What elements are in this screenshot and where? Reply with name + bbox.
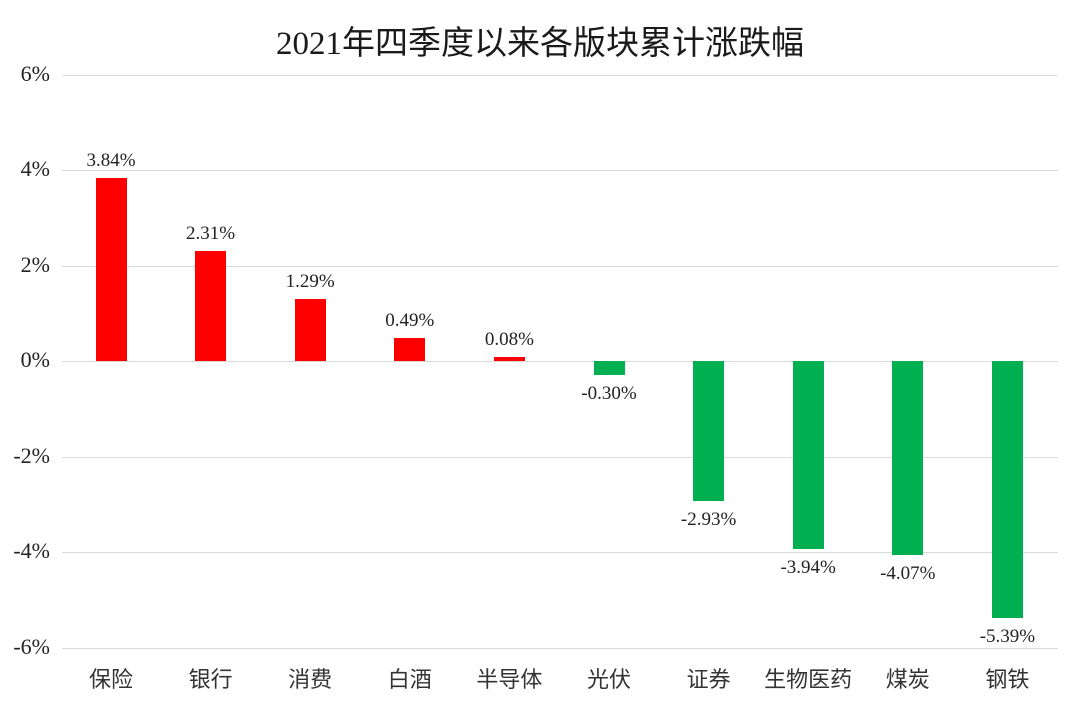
x-category-label: 生物医药 bbox=[764, 668, 853, 693]
data-label: -4.07% bbox=[880, 563, 936, 585]
data-label: -3.94% bbox=[780, 557, 836, 579]
gridline bbox=[62, 361, 1058, 362]
y-tick-label: -4% bbox=[13, 538, 50, 563]
x-category-label: 半导体 bbox=[476, 668, 543, 693]
gridline bbox=[62, 456, 1058, 458]
x-category-label: 白酒 bbox=[387, 668, 432, 693]
bar-negative bbox=[892, 361, 924, 556]
y-tick-label: 2% bbox=[20, 251, 50, 277]
x-category-label: 消费 bbox=[288, 668, 333, 693]
bar-negative bbox=[991, 361, 1023, 619]
bar-positive bbox=[294, 299, 326, 361]
data-label: 3.84% bbox=[86, 149, 136, 171]
gridline bbox=[62, 552, 1058, 553]
x-category-label: 证券 bbox=[686, 668, 731, 693]
x-category-label: 保险 bbox=[88, 668, 133, 693]
data-label: -0.30% bbox=[581, 383, 637, 405]
data-label: 2.31% bbox=[186, 222, 236, 244]
x-category-label: 光伏 bbox=[586, 668, 631, 693]
bar-negative bbox=[693, 361, 725, 501]
data-label: 1.29% bbox=[285, 271, 335, 293]
bar-positive bbox=[394, 337, 426, 361]
gridline bbox=[62, 647, 1058, 649]
y-tick-label: 0% bbox=[20, 347, 50, 372]
bar-positive bbox=[195, 250, 227, 361]
bar-negative bbox=[593, 361, 625, 376]
data-label: 0.08% bbox=[484, 329, 534, 351]
y-tick-label: 6% bbox=[20, 60, 50, 86]
data-label: 0.49% bbox=[385, 309, 435, 331]
x-category-label: 钢铁 bbox=[985, 668, 1030, 693]
y-tick-label: -6% bbox=[13, 633, 50, 659]
y-tick-label: -2% bbox=[13, 442, 50, 468]
bar-positive bbox=[95, 177, 127, 361]
data-label: -5.39% bbox=[979, 626, 1036, 648]
y-tick-label: 4% bbox=[20, 156, 50, 181]
gridline bbox=[62, 170, 1058, 171]
chart-title: 2021年四季度以来各版块累计涨跌幅 bbox=[276, 26, 804, 62]
bar-positive bbox=[493, 357, 525, 361]
gridline bbox=[62, 74, 1058, 76]
bar-negative bbox=[792, 361, 824, 550]
data-label: -2.93% bbox=[680, 508, 737, 530]
x-category-label: 银行 bbox=[188, 668, 233, 693]
x-category-label: 煤炭 bbox=[885, 668, 930, 693]
gridline bbox=[62, 265, 1058, 267]
